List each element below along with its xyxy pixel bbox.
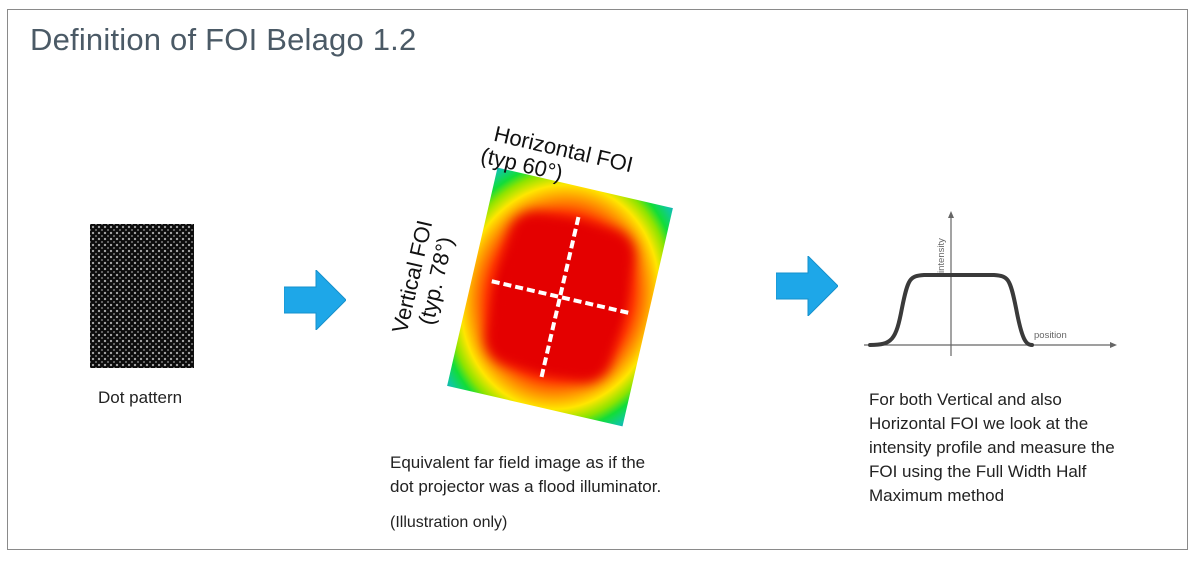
slide-title: Definition of FOI Belago 1.2 xyxy=(30,22,417,57)
y-axis-arrow-icon xyxy=(948,211,954,218)
profile-caption-line: FOI using the Full Width Half xyxy=(869,462,1087,481)
right-arrow-icon xyxy=(776,256,838,316)
x-axis-label: position xyxy=(1034,330,1067,341)
far-field-caption-line1: Equivalent far field image as if the xyxy=(390,453,646,472)
dot-pattern-image xyxy=(90,224,194,368)
intensity-profile-graph: intensity position xyxy=(864,211,1117,356)
dot-pattern-caption: Dot pattern xyxy=(98,388,183,407)
profile-caption-line: For both Vertical and also xyxy=(869,390,1062,409)
profile-caption: For both Vertical and also Horizontal FO… xyxy=(869,388,1115,508)
far-field-illustration xyxy=(430,157,673,427)
far-field-image xyxy=(447,167,673,427)
x-axis-arrow-icon xyxy=(1110,342,1117,348)
profile-caption-line: intensity profile and measure the xyxy=(869,438,1115,457)
profile-caption-line: Horizontal FOI we look at the xyxy=(869,414,1089,433)
far-field-caption: Equivalent far field image as if the dot… xyxy=(390,451,661,499)
illustration-note: (Illustration only) xyxy=(390,514,508,531)
profile-caption-line: Maximum method xyxy=(869,486,1005,505)
intensity-curve xyxy=(868,273,1034,347)
far-field-caption-line2: dot projector was a flood illuminator. xyxy=(390,477,662,496)
y-axis-label: intensity xyxy=(936,238,947,273)
right-arrow-icon xyxy=(284,270,346,330)
